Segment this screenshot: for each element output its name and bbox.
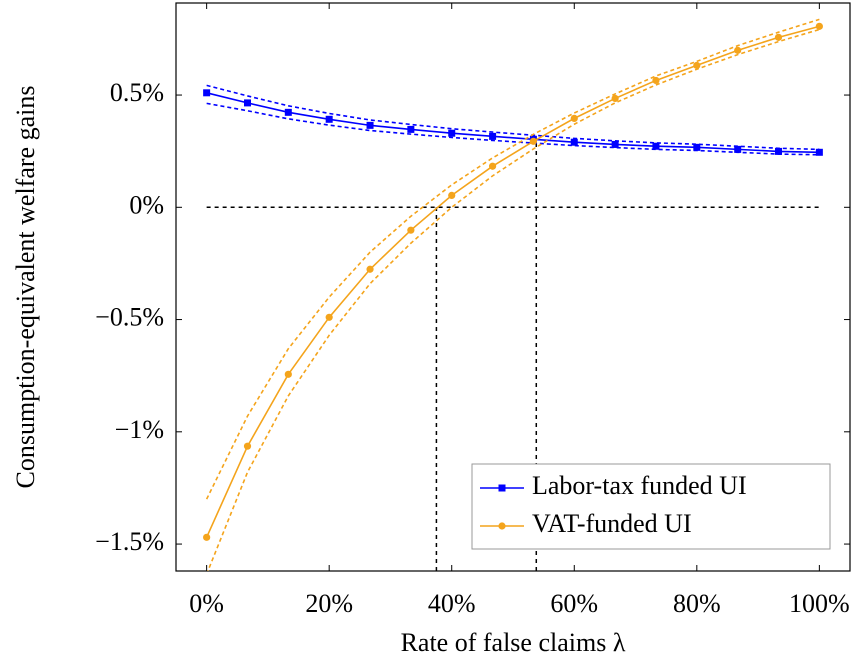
marker [366, 121, 374, 129]
series-line [206, 92, 820, 154]
legend-label: Labor-tax funded UI [532, 471, 747, 500]
marker [693, 61, 701, 70]
marker [407, 226, 415, 234]
marker [570, 138, 578, 146]
confidence-band-upper [206, 84, 820, 151]
marker [652, 76, 660, 85]
plot-frame [175, 2, 851, 572]
marker [652, 142, 660, 150]
marker [284, 370, 292, 378]
y-tick-label: 0% [129, 190, 164, 219]
marker [284, 108, 292, 116]
marker [488, 162, 497, 170]
marker [489, 132, 497, 140]
x-tick-label: 100% [789, 589, 850, 618]
marker [529, 137, 538, 145]
marker [734, 46, 742, 54]
marker [611, 94, 619, 103]
marker [244, 99, 252, 107]
marker [815, 148, 823, 156]
marker [366, 265, 374, 273]
marker [774, 33, 783, 41]
y-tick-label: 0.5% [110, 78, 164, 107]
marker [203, 533, 211, 541]
y-tick-label: −0.5% [95, 303, 164, 332]
y-axis-label: Consumption-equivalent welfare gains [11, 86, 40, 489]
series-line [205, 25, 820, 538]
plot-area [203, 18, 823, 571]
legend-box [471, 463, 831, 550]
x-tick-label: 80% [673, 589, 721, 618]
marker [203, 89, 211, 97]
marker [448, 191, 456, 200]
marker [734, 145, 742, 153]
marker [611, 140, 619, 148]
marker [570, 114, 578, 122]
y-tick-label: −1.5% [95, 527, 164, 556]
legend-marker [498, 522, 506, 530]
marker [693, 143, 701, 151]
legend-marker [498, 484, 506, 492]
marker [325, 313, 333, 321]
marker [243, 442, 252, 450]
confidence-band-lower [207, 28, 820, 571]
marker [448, 129, 456, 137]
marker [815, 22, 823, 30]
y-tick-label: −1% [115, 415, 164, 444]
x-tick-label: 20% [305, 589, 353, 618]
legend-label: VAT-funded UI [532, 509, 692, 538]
confidence-band-lower [206, 102, 820, 156]
marker [325, 115, 333, 123]
x-tick-label: 60% [550, 589, 598, 618]
x-tick-label: 40% [428, 589, 476, 618]
x-tick-label: 0% [189, 589, 224, 618]
marker [774, 147, 782, 155]
x-axis-label: Rate of false claims λ [401, 628, 626, 657]
confidence-band-upper [205, 18, 820, 500]
marker [407, 125, 415, 133]
